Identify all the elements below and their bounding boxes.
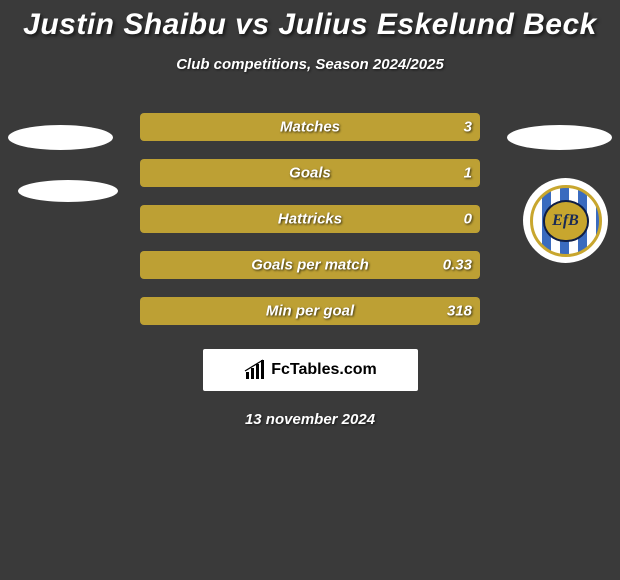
chart-icon bbox=[243, 358, 267, 382]
page-date: 13 november 2024 bbox=[0, 411, 620, 428]
page-title: Justin Shaibu vs Julius Eskelund Beck bbox=[0, 0, 620, 42]
stat-value-right: 0 bbox=[464, 211, 472, 228]
stat-label: Goals per match bbox=[251, 257, 369, 274]
stat-row: Min per goal 318 bbox=[140, 297, 480, 325]
footer-brand-text: FcTables.com bbox=[271, 361, 377, 379]
stat-row: Matches 3 bbox=[140, 113, 480, 141]
page-subtitle: Club competitions, Season 2024/2025 bbox=[0, 56, 620, 73]
stat-value-right: 318 bbox=[447, 303, 472, 320]
stat-row: Goals per match 0.33 bbox=[140, 251, 480, 279]
stat-label: Min per goal bbox=[266, 303, 354, 320]
stat-label: Goals bbox=[289, 165, 331, 182]
stat-label: Hattricks bbox=[278, 211, 342, 228]
stat-row: Hattricks 0 bbox=[140, 205, 480, 233]
stat-value-right: 0.33 bbox=[443, 257, 472, 274]
stat-row: Goals 1 bbox=[140, 159, 480, 187]
stat-value-right: 1 bbox=[464, 165, 472, 182]
stat-value-right: 3 bbox=[464, 119, 472, 136]
efb-badge-text: EfB bbox=[543, 200, 589, 242]
footer-brand: FcTables.com bbox=[203, 349, 418, 391]
stat-label: Matches bbox=[280, 119, 340, 136]
stats-container: Matches 3 Goals 1 Hattricks 0 Goals per match 0… bbox=[0, 113, 620, 325]
